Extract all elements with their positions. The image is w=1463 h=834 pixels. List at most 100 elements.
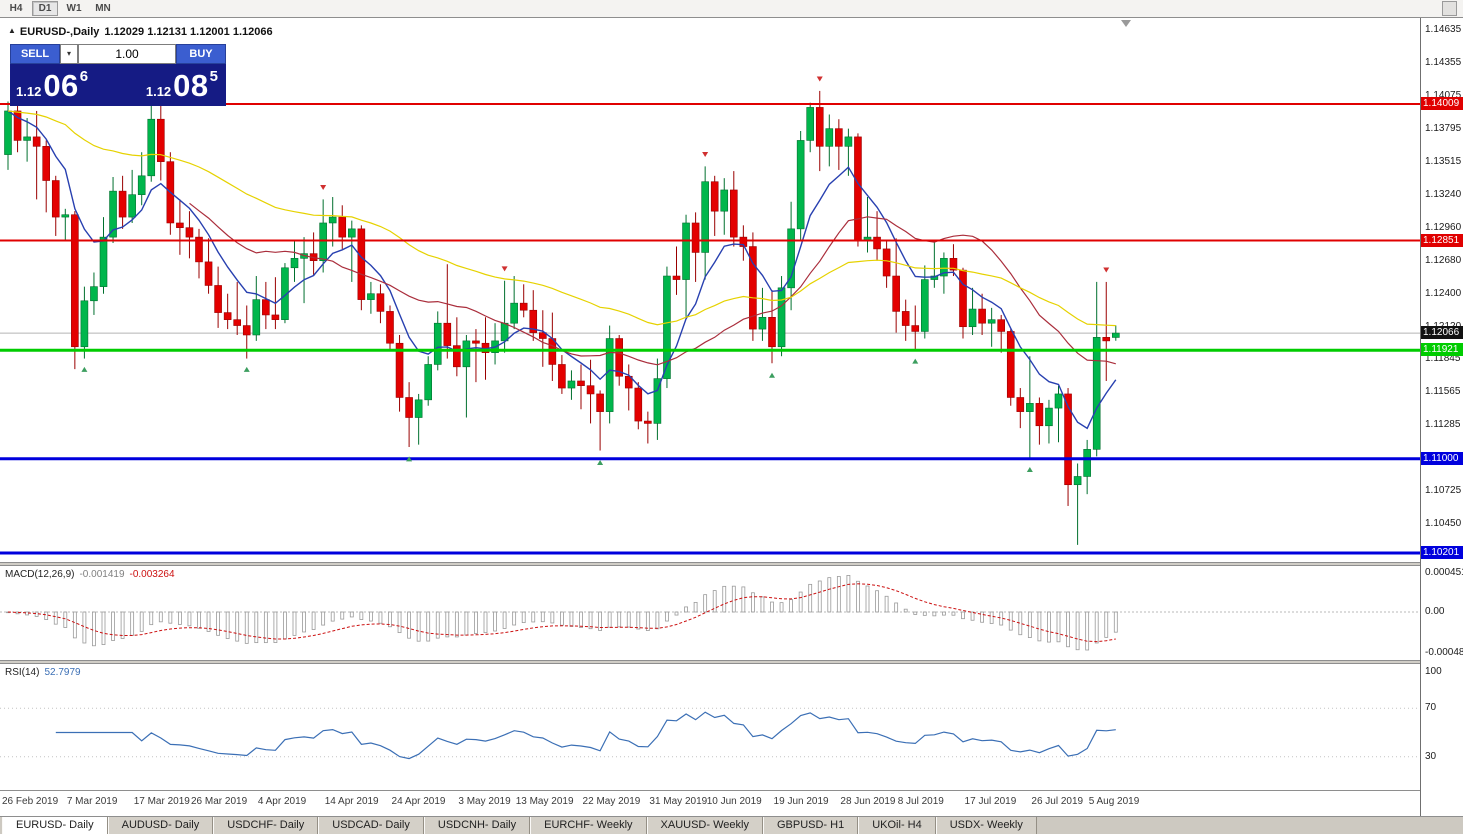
rsi-pane[interactable]: RSI(14) 52.7979: [0, 664, 1420, 790]
timeframe-button-h4[interactable]: H4: [3, 1, 29, 16]
up-arrow-marker: [769, 372, 775, 378]
date-label: 8 Jul 2019: [897, 796, 944, 807]
down-arrow-marker: [501, 266, 508, 272]
sell-price: 1.12 06 6: [16, 68, 89, 103]
date-label: 17 Mar 2019: [133, 796, 190, 807]
date-label: 19 Jun 2019: [773, 796, 829, 807]
price-tick: 1.10450: [1425, 517, 1462, 529]
price-tick: 1.10725: [1425, 485, 1462, 497]
chart-tab[interactable]: USDX- Weekly: [935, 817, 1037, 834]
chart-title: ▲ EURUSD-,Daily 1.12029 1.12131 1.12001 1.…: [8, 26, 278, 38]
down-arrow-marker: [320, 184, 327, 190]
chart-tab[interactable]: XAUUSD- Weekly: [646, 817, 763, 834]
hline-price-label: 1.12851: [1421, 233, 1463, 247]
rsi-scale-label: 70: [1425, 702, 1437, 713]
up-arrow-marker: [597, 459, 604, 465]
chart-tab[interactable]: USDCAD- Daily: [318, 817, 424, 834]
date-label: 26 Feb 2019: [2, 796, 59, 807]
price-chart-pane[interactable]: [0, 18, 1420, 562]
rsi-label: RSI(14) 52.7979: [5, 667, 81, 678]
volume-input[interactable]: [78, 44, 176, 64]
hline-price-label: 1.11000: [1421, 451, 1463, 465]
price-tick: 1.13795: [1425, 123, 1462, 135]
date-label: 28 Jun 2019: [840, 796, 896, 807]
chart-tab[interactable]: USDCNH- Daily: [423, 817, 531, 834]
down-arrow-marker: [816, 76, 823, 82]
price-tick: 1.11285: [1425, 419, 1461, 431]
macd-scale-label: -0.0004806: [1425, 647, 1463, 658]
hline-price-label: 1.14009: [1421, 97, 1463, 110]
date-label: 26 Jul 2019: [1031, 796, 1084, 807]
timeframe-buttons: H4 D1 W1 MN: [0, 1, 116, 16]
down-arrow-marker: [702, 151, 709, 157]
date-label: 13 May 2019: [515, 796, 574, 807]
date-label: 31 May 2019: [649, 796, 708, 807]
timeframe-button-w1[interactable]: W1: [61, 1, 87, 16]
ohlc-values: 1.12029 1.12131 1.12001 1.12066: [104, 26, 273, 38]
date-label: 24 Apr 2019: [391, 796, 446, 807]
macd-pane[interactable]: MACD(12,26,9) -0.001419 -0.003264: [0, 566, 1420, 660]
chart-tab[interactable]: EURCHF- Weekly: [530, 817, 647, 834]
rsi-scale-label: 30: [1425, 751, 1437, 762]
date-label: 5 Aug 2019: [1088, 796, 1140, 807]
chart-tab[interactable]: AUDUSD- Daily: [107, 817, 214, 834]
chart-tab[interactable]: GBPUSD- H1: [762, 817, 859, 834]
price-tick: 1.13240: [1425, 188, 1462, 200]
up-arrow-marker: [81, 366, 88, 372]
trade-controls-row: SELL ▾ BUY: [10, 44, 226, 64]
date-label: 22 May 2019: [582, 796, 641, 807]
up-arrow-marker: [243, 366, 250, 372]
hline-price-label: 1.11921: [1421, 343, 1463, 357]
pane-separator[interactable]: [0, 562, 1463, 566]
date-axis[interactable]: 26 Feb 2019 7 Mar 2019 17 Mar 2019 26 Mar 2…: [0, 790, 1420, 816]
timeframe-toolbar: H4 D1 W1 MN: [0, 0, 1463, 18]
chart-tab[interactable]: USDCHF- Daily: [213, 817, 319, 834]
date-label: 14 Apr 2019: [324, 796, 379, 807]
up-arrow-marker: [912, 358, 919, 364]
price-tick: 1.14075: [1425, 90, 1462, 102]
pane-separator[interactable]: [0, 660, 1463, 664]
timeframe-button-d1[interactable]: D1: [32, 1, 58, 16]
date-label: 4 Apr 2019: [257, 796, 307, 807]
chevron-down-icon: ▾: [66, 49, 71, 58]
price-tick: 1.12960: [1425, 221, 1462, 233]
price-tick: 1.12400: [1425, 287, 1462, 299]
macd-label: MACD(12,26,9) -0.001419 -0.003264: [5, 569, 175, 580]
date-label: 26 Mar 2019: [191, 796, 248, 807]
macd-histogram: [0, 575, 1420, 651]
date-label: 3 May 2019: [458, 796, 511, 807]
date-label: 7 Mar 2019: [66, 796, 118, 807]
macd-scale-label: 0.0004517: [1425, 567, 1463, 578]
chart-tab[interactable]: UKOil- H4: [858, 817, 936, 834]
chart-tabs: EURUSD- Daily AUDUSD- Daily USDCHF- Daily U…: [0, 816, 1463, 834]
price-tick: 1.11565: [1425, 386, 1461, 398]
timeframe-button-mn[interactable]: MN: [90, 1, 116, 16]
volume-dropdown[interactable]: ▾: [60, 44, 78, 64]
ma-line-50: [7, 110, 1116, 327]
macd-scale-label: 0.00: [1425, 606, 1445, 617]
rsi-scale-label: 100: [1425, 666, 1442, 677]
collapse-panel-icon[interactable]: ▲: [8, 26, 16, 35]
current-price-label: 1.12066: [1421, 326, 1463, 340]
trade-prices-row: 1.12 06 6 1.12 08 5: [10, 64, 226, 105]
price-tick: 1.12680: [1425, 254, 1462, 266]
candlestick-chart[interactable]: [0, 18, 1420, 562]
rsi-line-chart: [0, 707, 1420, 760]
price-axis[interactable]: 1.14635 1.14355 1.14075 1.13795 1.13515 1.132…: [1420, 18, 1463, 816]
chart-tab[interactable]: EURUSD- Daily: [2, 817, 108, 834]
symbol-name: EURUSD-,Daily: [19, 26, 100, 38]
sell-button[interactable]: SELL: [10, 44, 60, 64]
down-arrow-marker: [1103, 267, 1110, 273]
price-tick: 1.14635: [1425, 24, 1462, 36]
price-tick: 1.13515: [1425, 156, 1462, 168]
buy-button[interactable]: BUY: [176, 44, 226, 64]
price-tick: 1.11845: [1425, 353, 1461, 365]
ma-line-20: [189, 202, 1116, 366]
up-arrow-marker: [406, 456, 413, 462]
hline-price-label: 1.10201: [1421, 546, 1463, 559]
toolbar-overflow-button[interactable]: [1442, 1, 1457, 16]
buy-price: 1.12 08 5: [145, 68, 218, 103]
up-arrow-marker: [1026, 467, 1033, 473]
